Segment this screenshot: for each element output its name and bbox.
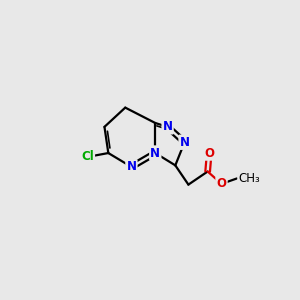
Text: N: N — [179, 136, 190, 149]
Text: O: O — [217, 177, 226, 190]
Text: O: O — [204, 146, 214, 160]
Text: N: N — [126, 160, 136, 173]
Text: N: N — [163, 120, 172, 134]
Text: N: N — [150, 146, 160, 160]
Text: CH₃: CH₃ — [238, 172, 260, 185]
Text: Cl: Cl — [81, 150, 94, 164]
